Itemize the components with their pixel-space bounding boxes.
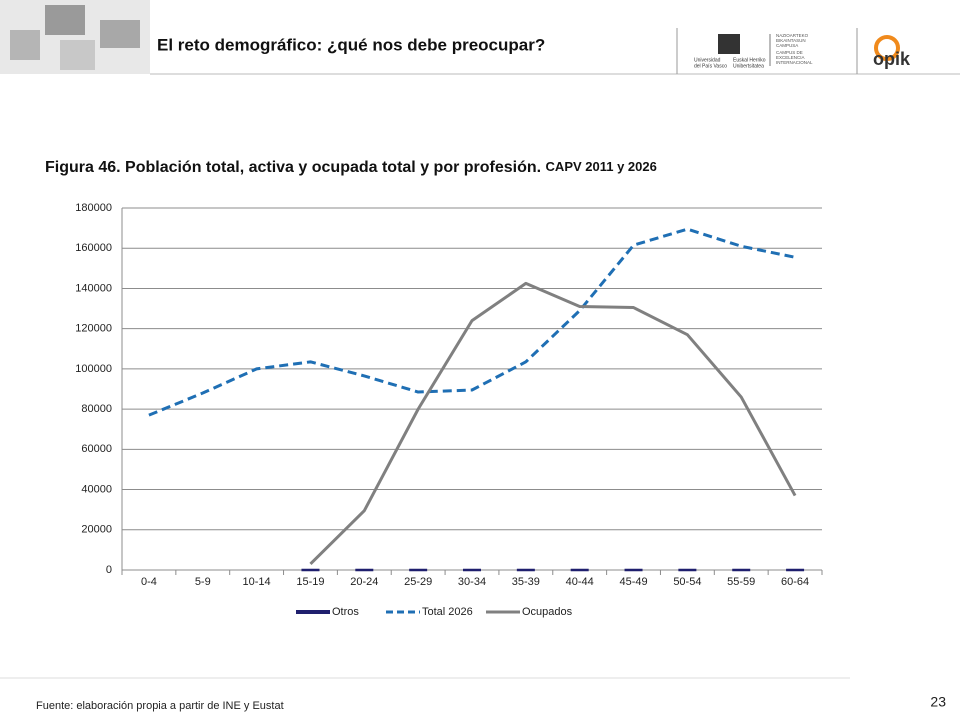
x-tick-label: 5-9 <box>195 576 211 588</box>
y-tick-label: 160000 <box>75 242 112 254</box>
logo-text: EXCELENCIA <box>776 55 805 60</box>
chart-title: Figura 46. Población total, activa y ocu… <box>45 159 541 176</box>
logo-text: Universidad <box>694 57 721 63</box>
x-tick-label: 15-19 <box>296 576 324 588</box>
x-tick-label: 30-34 <box>458 576 486 588</box>
figure-title: Figura 46. Población total, activa y ocu… <box>45 159 657 176</box>
y-tick-label: 40000 <box>81 483 112 495</box>
y-tick-label: 20000 <box>81 524 112 536</box>
logo-text: del País Vasco <box>694 63 727 69</box>
x-tick-label: 0-4 <box>141 576 157 588</box>
x-tick-label: 45-49 <box>619 576 647 588</box>
x-tick-label: 40-44 <box>566 576 594 588</box>
opik-logo: opik <box>873 49 911 69</box>
page-number: 23 <box>930 694 946 710</box>
y-tick-label: 140000 <box>75 282 112 294</box>
x-tick-label: 55-59 <box>727 576 755 588</box>
y-tick-label: 100000 <box>75 363 112 375</box>
header-decoration <box>0 0 960 75</box>
x-tick-label: 20-24 <box>350 576 378 588</box>
y-tick-label: 120000 <box>75 323 112 335</box>
logo-text: CAMPUS DE <box>776 50 803 55</box>
x-tick-label: 60-64 <box>781 576 809 588</box>
x-tick-label: 10-14 <box>243 576 271 588</box>
logo-text: CAMPUSA <box>776 43 798 48</box>
legend-label: Total 2026 <box>422 606 473 618</box>
y-tick-label: 0 <box>106 564 112 576</box>
campus-logo: NAZIOARTEKO BIKAINTASUN CAMPUSA CAMPUS D… <box>776 33 813 65</box>
legend-label: Ocupados <box>522 606 573 618</box>
y-tick-label: 60000 <box>81 443 112 455</box>
logo-text: Euskal Herriko <box>733 57 766 63</box>
y-tick-label: 80000 <box>81 403 112 415</box>
ocupados-line <box>309 281 797 566</box>
upv-logo: Universidad del País Vasco Euskal Herrik… <box>694 57 766 69</box>
chart-subtitle: CAPV 2011 y 2026 <box>546 159 657 174</box>
logo-text: Unibertsitatea <box>733 63 764 69</box>
x-tick-label: 50-54 <box>673 576 701 588</box>
legend-label: Otros <box>332 606 359 618</box>
x-tick-label: 35-39 <box>512 576 540 588</box>
logo-text: NAZIOARTEKO <box>776 33 809 38</box>
y-tick-label: 180000 <box>75 202 112 214</box>
x-tick-label: 25-29 <box>404 576 432 588</box>
header-title: El reto demográfico: ¿qué nos debe preoc… <box>157 35 545 54</box>
total-line <box>148 227 796 417</box>
logo-text: INTERNACIONAL <box>776 60 813 65</box>
footer-source: Fuente: elaboración propia a partir de I… <box>36 700 284 712</box>
logo-text: BIKAINTASUN <box>776 38 806 43</box>
